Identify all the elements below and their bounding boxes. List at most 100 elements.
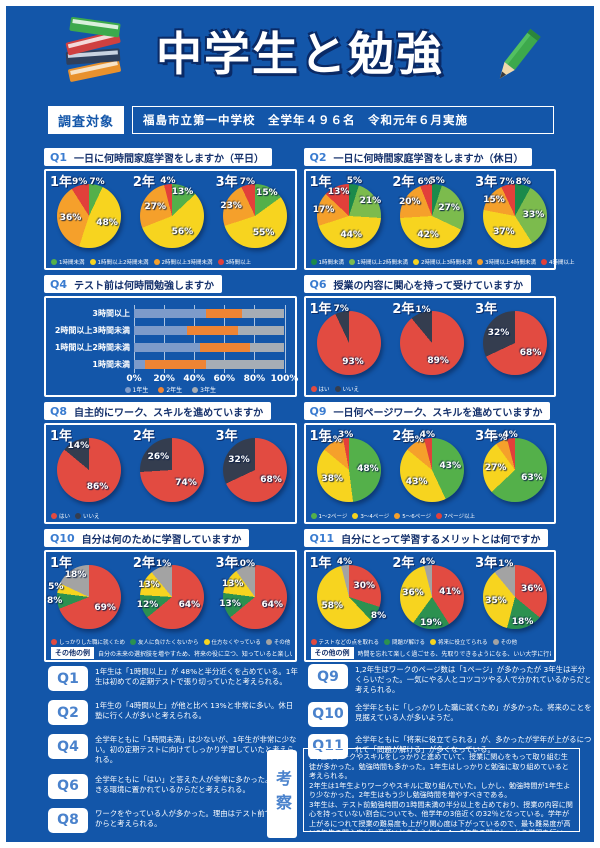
pie-chart: 74% 26% (140, 438, 205, 502)
panel-Q4: Q4 テスト前は何時間勉強しますか 3時間以上 2時間以上3時間未満 1時間以上2時間未… (44, 275, 298, 397)
question-title-text: 授業の内容に関心を持って受けていますか (333, 280, 524, 292)
legend-color-dot (265, 639, 272, 645)
grade-label: 3年 (215, 556, 238, 571)
pie-percent-label: 20% (398, 197, 421, 208)
pie-chart: 7% 48% 36% 9% (57, 177, 122, 248)
pie-percent-label: 18% (64, 570, 87, 581)
legend-item: 問題が解ける (384, 638, 425, 646)
legend-label: しっかりした職に就くため (59, 640, 126, 646)
legend-color-dot (413, 259, 419, 265)
legend-color-dot (310, 639, 317, 645)
pie-group-3年: 3年 36% 18% 35% 11% (471, 552, 554, 632)
pie-percent-label: 43% (405, 476, 428, 487)
pie-percent-label: 13% (327, 187, 350, 198)
pie-percent-label: 48% (357, 463, 379, 474)
pie-group-2年: 2年 74% 26% (129, 425, 212, 505)
pie-percent-label: 68% (519, 348, 542, 359)
legend-color-dot (203, 639, 210, 645)
panel-title: Q2 一日に何時間家庭学習をしますか（休日） (303, 148, 532, 166)
pie-percent-label: 11% (491, 559, 514, 570)
legend-color-dot (153, 259, 160, 265)
pie-percent-label: 23% (220, 200, 242, 211)
bar-category-label: 1時間以上2時間未満 (54, 343, 130, 352)
gridline (284, 305, 286, 373)
legend-item: 仕方なくやっている (203, 638, 261, 646)
x-axis-tick: 20% (153, 374, 175, 384)
gridline (224, 305, 226, 373)
legend-item: はい (51, 512, 70, 520)
pie-group-2年: 2年 43% 43% 10% 4% (388, 425, 471, 505)
legend-color-dot (384, 639, 391, 645)
pie-percent-label: 7% (239, 176, 256, 187)
findings-section: Q1 1年生は「1時間以上」が 48%と半分近くを占めている。1年生は初めての定期… (46, 664, 592, 838)
bar-segment (134, 343, 201, 352)
pie-row: 1年 93% 7% 2年 89% 11% 3年 68% 32% (306, 298, 555, 378)
bar-category-labels: 3時間以上 2時間以上3時間未満 1時間以上2時間未満 1時間未満 (48, 305, 130, 373)
finding-row-Q10: Q10 全学年ともに「しっかりした職に就くため」が多かった。将来のことを見据えてい… (308, 701, 592, 727)
finding-row-Q11: Q11 全学年ともに「将来に役立てられる」が、多かったが学年が上がるにつれて「問題… (308, 733, 592, 759)
legend-label: 5～6ページ (402, 514, 432, 520)
legend-color-dot (430, 639, 437, 645)
pie-chart: 64% 13% 13% 10% (219, 559, 288, 629)
legend-color-dot (349, 259, 355, 265)
legend-color-dot (51, 639, 57, 645)
grade-label: 2年 (392, 302, 415, 317)
legend-label: 1時間未満 (318, 260, 345, 266)
finding-question-id: Q11 (308, 733, 348, 759)
question-id: Q2 (309, 150, 327, 164)
finding-question-id: Q10 (308, 701, 348, 727)
pie-percent-label: 30% (353, 580, 376, 591)
finding-row-Q8: Q8 ワークをやっている人が多かった。理由はテスト前であったからと考えられる。 (48, 807, 300, 833)
legend-color-dot (192, 386, 199, 393)
x-axis-tick: 60% (213, 374, 236, 384)
legend-item: いいえ (75, 512, 100, 520)
pie-group-1年: 1年 5% 21% 44% 17% 13% (306, 171, 389, 251)
pie-percent-label: 55% (252, 227, 275, 238)
bar-legend: 1年生 2年生 3年生 (46, 385, 295, 394)
pie-chart: 8% 33% 37% 15% 7% (482, 177, 547, 248)
pie-percent-label: 7% (499, 176, 515, 187)
legend-label: 1時間以上2時間未満 (357, 260, 408, 266)
pie-row: 1年 48% 38% 11% 3% 2年 43% 43% 10% 4% 3年 63% 27% 6% 4% (306, 425, 555, 505)
pie-chart: 41% 19% 36% 4% (399, 557, 464, 629)
pie-percent-label: 27% (144, 202, 167, 213)
panel-title: Q10 自分は何のために学習していますか (44, 529, 250, 547)
legend-label: いいえ (342, 387, 360, 393)
legend-label: はい (59, 514, 71, 520)
pie-percent-label: 48% (96, 217, 118, 228)
legend-label: その他 (500, 640, 518, 646)
gridline (194, 305, 196, 373)
question-title-text: 一日に何時間家庭学習をしますか（平日） (74, 153, 265, 165)
gridline (164, 305, 166, 373)
bar-segment (144, 360, 207, 369)
finding-row-Q1: Q1 1年生は「1時間以上」が 48%と半分近くを占めている。1年生は初めての定期… (48, 666, 300, 691)
panel-Q6: Q6 授業の内容に関心を持って受けていますか 1年 93% 7% 2年 89% 11% 3年 68… (303, 275, 556, 397)
pie-row: 1年 7% 48% 36% 9% 2年 13% 56% 27% 4% 3年 15% 55% 23% 7% (46, 171, 295, 251)
pie-group-3年: 3年 15% 55% 23% 7% (212, 171, 295, 251)
pie-percent-label: 6% (417, 176, 433, 187)
panel-title: Q6 授業の内容に関心を持って受けていますか (303, 275, 532, 293)
pie-percent-label: 4% (502, 430, 518, 441)
gridline (134, 305, 135, 373)
pie-group-1年: 1年 86% 14% (46, 425, 129, 505)
pie-group-2年: 2年 41% 19% 36% 4% (388, 552, 471, 632)
pie-percent-label: 4% (419, 430, 435, 441)
pie-chart: 68% 32% (482, 311, 547, 375)
legend-item: 1時間以上2時間未満 (89, 258, 149, 266)
grade-label: 1年 (50, 556, 73, 571)
books-icon (65, 16, 121, 82)
question-title-text: 一日何ページワーク、スキルを進めていますか (333, 407, 543, 419)
stacked-bar (134, 326, 285, 335)
pie-chart: 86% 14% (57, 438, 122, 502)
findings-right-column: Q9 1,2年生はワークのページ数は「1ページ」が多かったが 3年生は半分くらいだ… (308, 664, 592, 759)
legend-color-dot (124, 386, 131, 393)
finding-text: 1年生は「1時間以上」が 48%と半分近くを占めている。1年生は初めての定期テス… (95, 667, 298, 686)
pie-percent-label: 8% (370, 610, 387, 621)
legend-label: 2年生 (166, 387, 183, 394)
grade-label: 1年 (50, 429, 73, 444)
legend-color-dot (352, 513, 359, 519)
pie-percent-label: 15% (256, 187, 278, 198)
kousatsu-box: 1年生はワークやスキルをしっかりと進めていて、授業に関心をもって取り組む生徒が多… (303, 748, 580, 832)
charts-grid: Q1 一日に何時間家庭学習をしますか（平日） 1年 7% 48% 36% 9% 2年 13% 56… (44, 148, 575, 662)
pie-chart: 63% 27% 6% 4% (482, 430, 547, 502)
